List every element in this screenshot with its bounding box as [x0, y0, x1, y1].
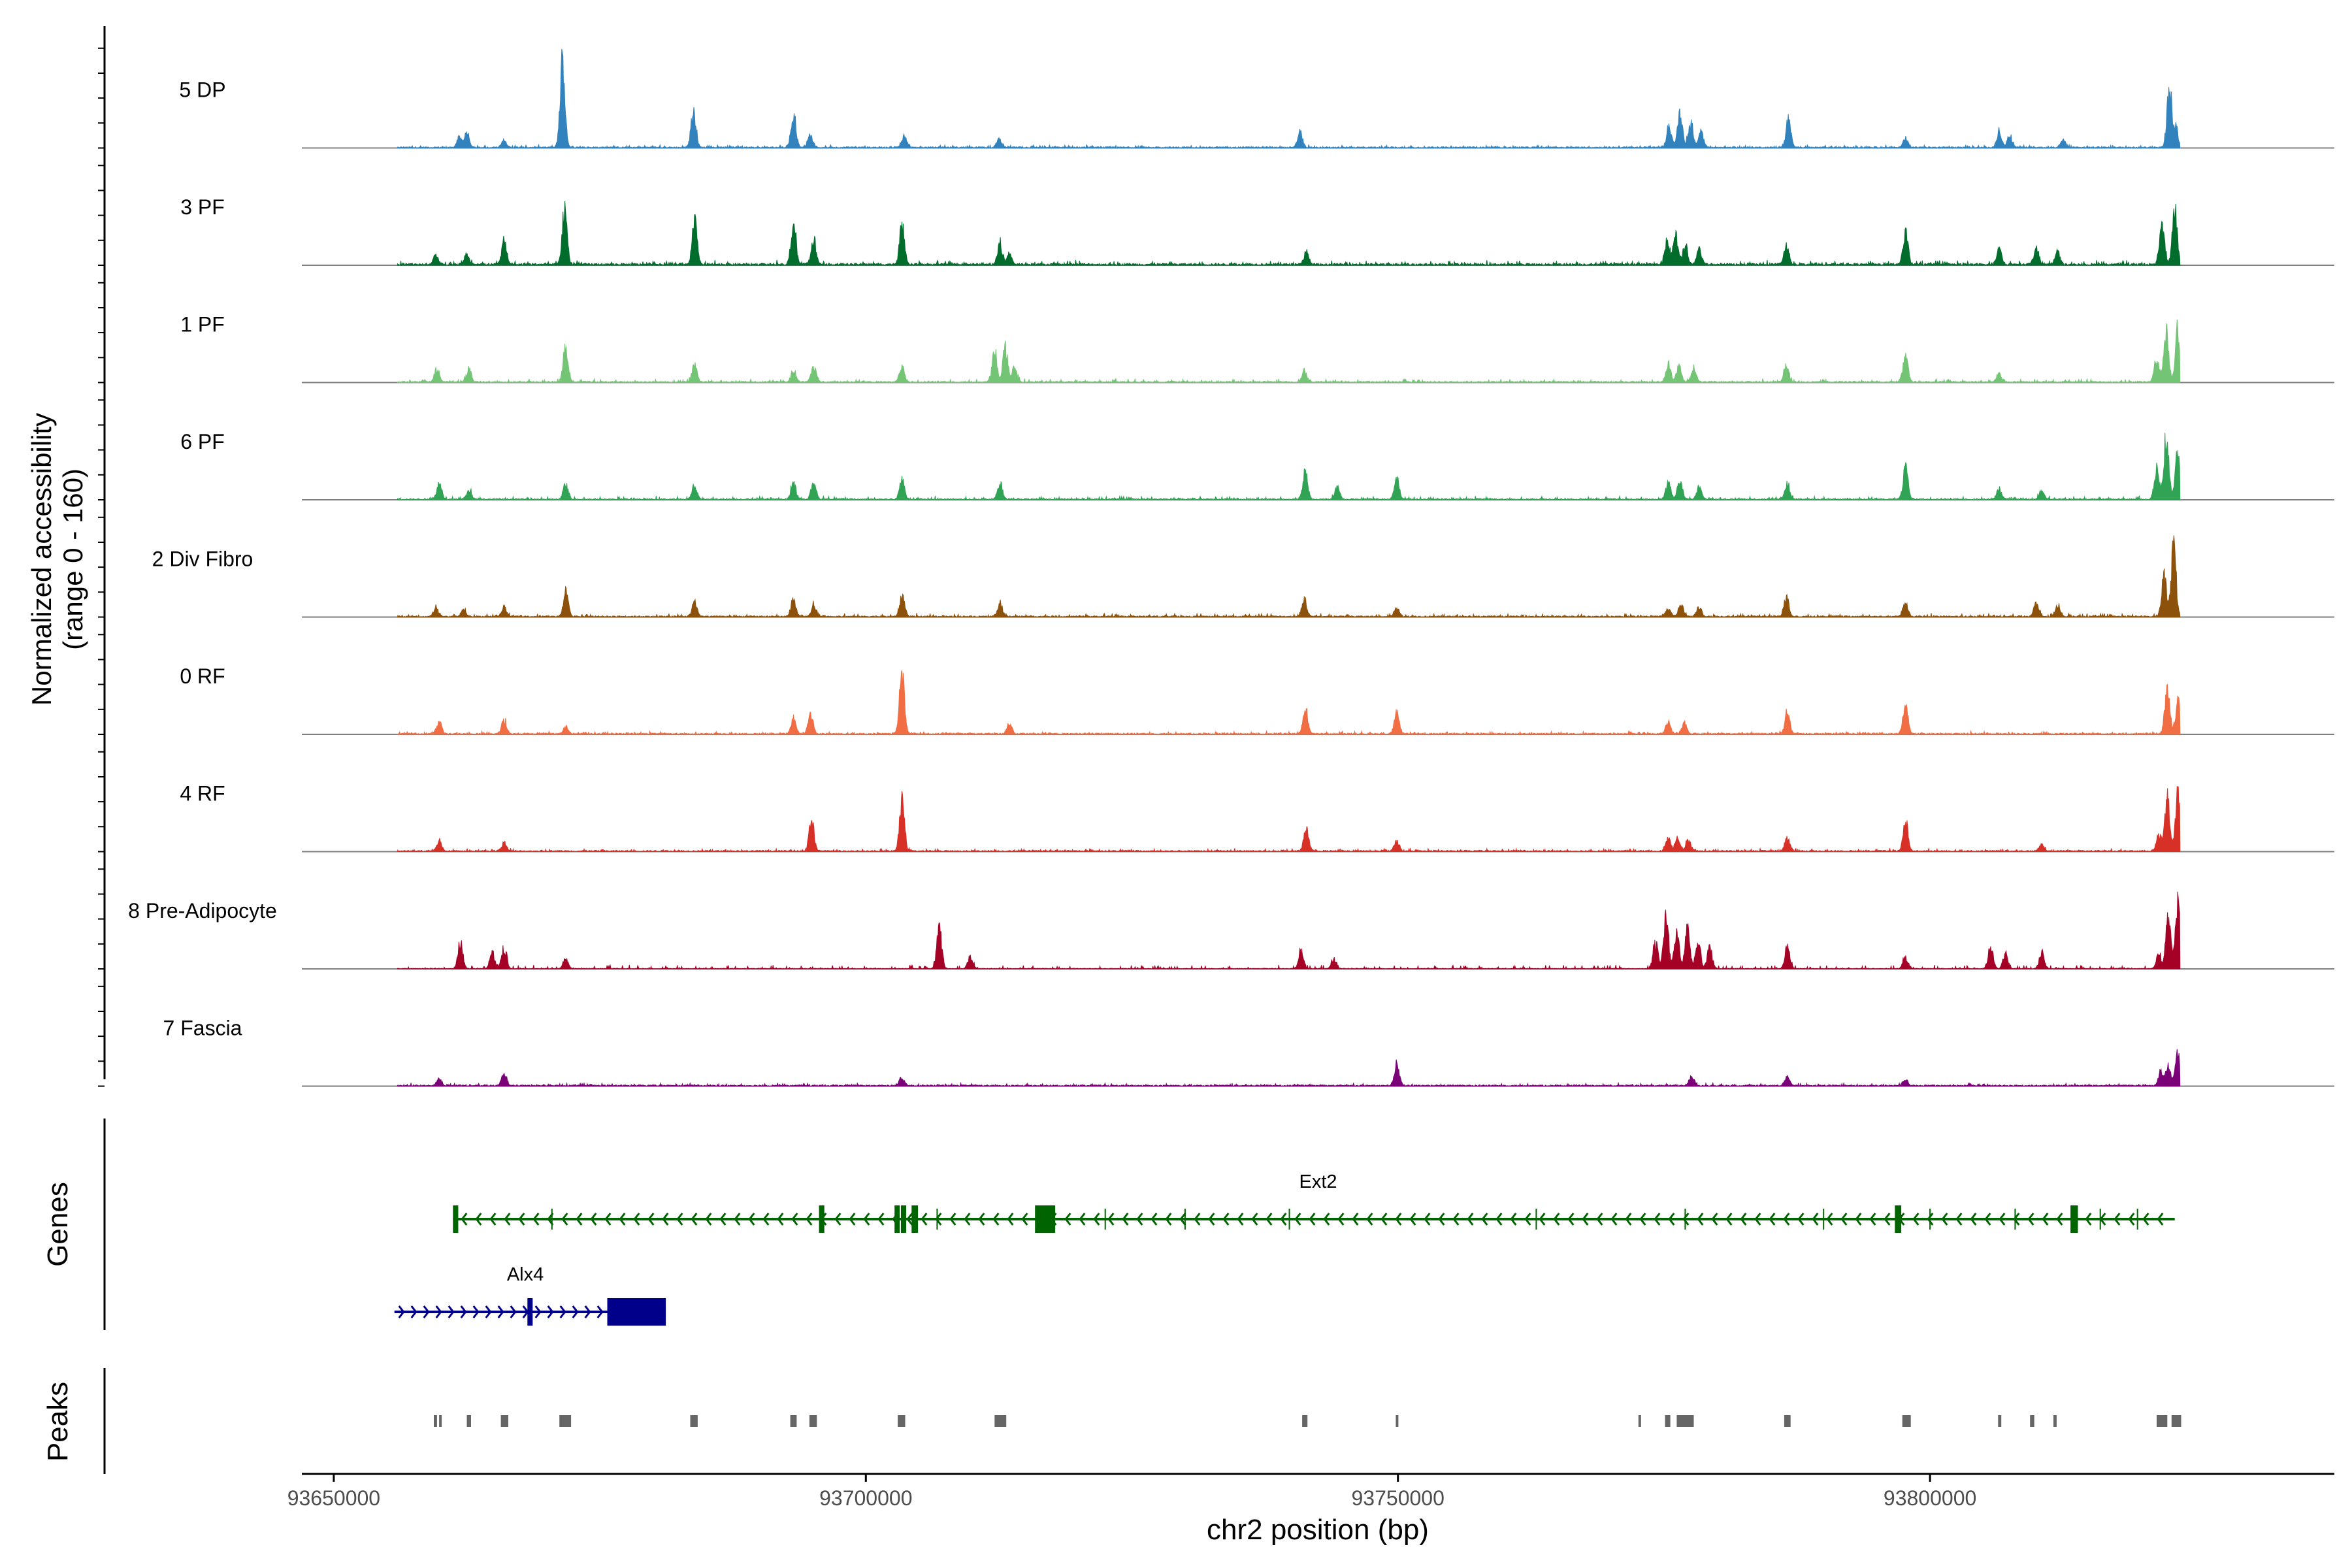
peak-region [2053, 1415, 2057, 1427]
peak-region [790, 1415, 797, 1427]
x-axis-tick-label: 93650000 [287, 1486, 380, 1510]
coverage-area [397, 891, 2181, 970]
track-label: 6 PF [180, 430, 225, 453]
peak-region [1784, 1415, 1791, 1427]
coverage-area [397, 670, 2181, 736]
coverage-track: 8 Pre-Adipocyte [128, 891, 2334, 970]
track-label: 5 DP [179, 78, 225, 102]
coverage-track: 4 RF [180, 782, 2334, 853]
x-axis-tick-label: 93800000 [1884, 1486, 1976, 1510]
peak-regions [434, 1415, 2181, 1427]
peak-region [1665, 1415, 1671, 1427]
peak-region [690, 1415, 698, 1427]
gene-exon [2070, 1205, 2078, 1233]
x-axis-tick-label: 93700000 [819, 1486, 912, 1510]
coverage-area [397, 1049, 2181, 1088]
peak-region [2157, 1415, 2168, 1427]
gene-exon [911, 1205, 919, 1233]
peak-region [2030, 1415, 2034, 1427]
gene-exon [1035, 1205, 1056, 1233]
peak-region [1998, 1415, 2002, 1427]
coverage-track: 0 RF [180, 664, 2334, 736]
peak-region [559, 1415, 572, 1427]
peak-region [809, 1415, 817, 1427]
peak-region [1302, 1415, 1308, 1427]
gene-model: Ext2 [453, 1171, 2175, 1233]
genes-panel: Genes Ext2 Alx4 [42, 1119, 2175, 1330]
y-axis [98, 26, 106, 1087]
peak-region [994, 1415, 1007, 1427]
gene-exon [453, 1205, 459, 1233]
coverage-track: 1 PF [180, 313, 2334, 384]
coverage-track: 5 DP [179, 48, 2334, 150]
peak-region [2171, 1415, 2181, 1427]
peak-region [898, 1415, 906, 1427]
coverage-track: 7 Fascia [163, 1017, 2334, 1088]
peak-region [500, 1415, 508, 1427]
coverage-area [397, 48, 2181, 150]
gene-name-label: Alx4 [507, 1264, 544, 1285]
track-label: 8 Pre-Adipocyte [128, 899, 277, 923]
peak-region [1676, 1415, 1694, 1427]
gene-strand-arrows [461, 1213, 2164, 1226]
gene-model: Alx4 [394, 1264, 666, 1326]
gene-exon [901, 1205, 907, 1233]
coverage-area [397, 786, 2181, 853]
track-label: 7 Fascia [163, 1017, 242, 1040]
peak-region [434, 1415, 437, 1427]
peaks-panel: Peaks [42, 1368, 2181, 1474]
track-label: 3 PF [180, 195, 225, 219]
peak-region [466, 1415, 471, 1427]
gene-exon [607, 1298, 666, 1326]
genes-panel-label: Genes [42, 1182, 74, 1267]
coverage-tracks: 5 DP 3 PF 1 PF 6 PF 2 Div Fibro 0 RF 4 RF 8 Pre… [128, 48, 2334, 1088]
track-label: 1 PF [180, 313, 225, 336]
gene-exon [1895, 1205, 1902, 1233]
gene-name-label: Ext2 [1299, 1171, 1337, 1192]
coverage-area [397, 433, 2181, 501]
coverage-area [397, 319, 2181, 384]
gene-exon [527, 1298, 533, 1326]
coverage-area [397, 201, 2181, 267]
y-axis-title-line-1: Normalized accessibility [26, 413, 57, 706]
gene-models: Ext2 Alx4 [394, 1171, 2175, 1326]
x-axis: 93650000 93700000 93750000 93800000 [287, 1473, 2334, 1510]
coverage-track: 6 PF [180, 430, 2334, 501]
peak-region [439, 1415, 442, 1427]
y-axis-title-line-2: (range 0 - 160) [57, 468, 88, 650]
peak-region [1902, 1415, 1911, 1427]
track-label: 4 RF [180, 782, 225, 806]
y-axis-title: Normalized accessibility (range 0 - 160) [26, 413, 88, 706]
gene-exon [819, 1205, 825, 1233]
coverage-track: 2 Div Fibro [152, 535, 2334, 619]
peak-region [1396, 1415, 1399, 1427]
coverage-track: 3 PF [180, 195, 2334, 267]
coverage-area [397, 535, 2181, 619]
track-label: 0 RF [180, 664, 225, 688]
gene-exon [894, 1205, 900, 1233]
peak-region [1638, 1415, 1641, 1427]
track-label: 2 Div Fibro [152, 547, 253, 571]
x-axis-tick-label: 93750000 [1352, 1486, 1445, 1510]
peaks-panel-label: Peaks [42, 1382, 74, 1462]
x-axis-title: chr2 position (bp) [1207, 1514, 1429, 1546]
